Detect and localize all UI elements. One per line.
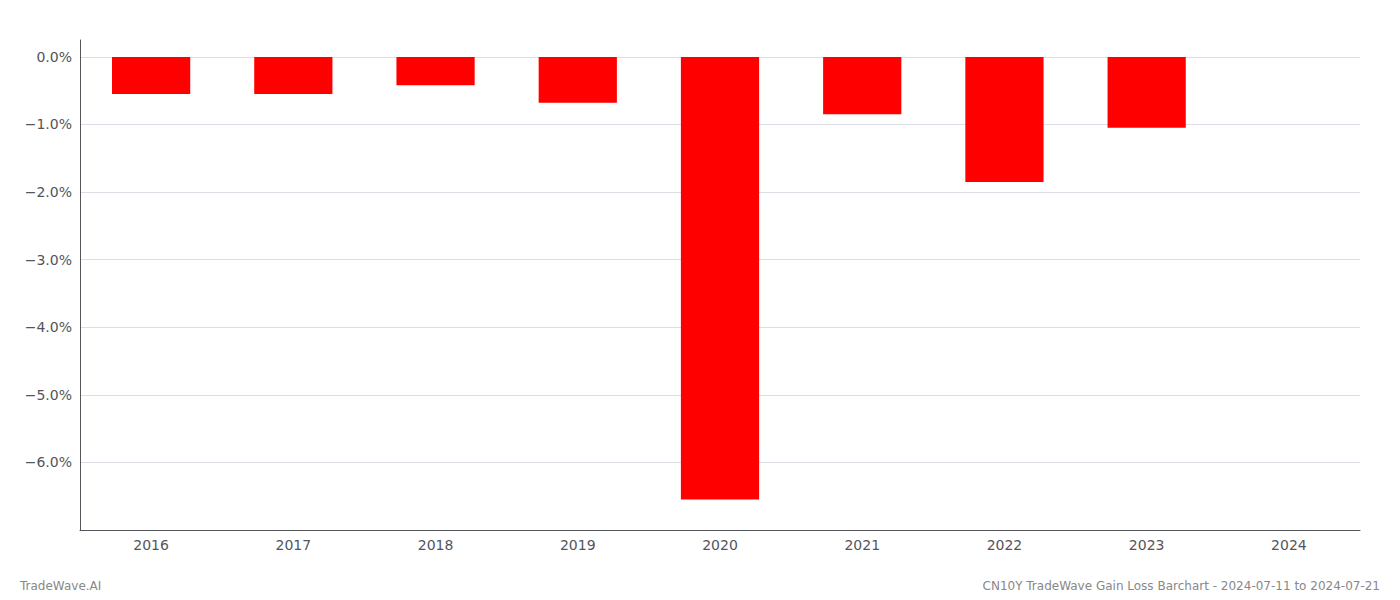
svg-text:−4.0%: −4.0%	[25, 319, 72, 335]
svg-text:−5.0%: −5.0%	[25, 387, 72, 403]
svg-text:2023: 2023	[1129, 537, 1165, 553]
svg-text:2019: 2019	[560, 537, 596, 553]
svg-text:2024: 2024	[1271, 537, 1307, 553]
svg-text:2017: 2017	[276, 537, 312, 553]
svg-text:2020: 2020	[702, 537, 738, 553]
svg-text:2022: 2022	[987, 537, 1023, 553]
svg-text:−3.0%: −3.0%	[25, 252, 72, 268]
svg-text:0.0%: 0.0%	[36, 49, 72, 65]
svg-text:−2.0%: −2.0%	[25, 184, 72, 200]
svg-text:2018: 2018	[418, 537, 454, 553]
svg-text:CN10Y TradeWave Gain Loss Barc: CN10Y TradeWave Gain Loss Barchart - 202…	[983, 579, 1380, 593]
svg-text:−1.0%: −1.0%	[25, 116, 72, 132]
svg-text:2016: 2016	[133, 537, 169, 553]
svg-text:TradeWave.AI: TradeWave.AI	[19, 579, 101, 593]
svg-text:2021: 2021	[844, 537, 880, 553]
svg-text:−6.0%: −6.0%	[25, 454, 72, 470]
